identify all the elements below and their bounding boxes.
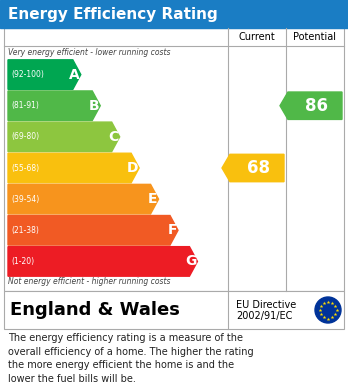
Polygon shape <box>8 215 178 245</box>
Text: (39-54): (39-54) <box>11 195 39 204</box>
Text: Energy Efficiency Rating: Energy Efficiency Rating <box>8 7 218 22</box>
Text: C: C <box>109 130 119 144</box>
Text: A: A <box>69 68 80 82</box>
Polygon shape <box>8 60 81 89</box>
Text: EU Directive: EU Directive <box>236 300 296 310</box>
Text: B: B <box>89 99 99 113</box>
Bar <box>0 0 348 28</box>
Text: 68: 68 <box>247 159 270 177</box>
Circle shape <box>315 297 341 323</box>
Text: (81-91): (81-91) <box>11 101 39 110</box>
Polygon shape <box>8 153 139 183</box>
Bar <box>4 28 344 291</box>
Text: England & Wales: England & Wales <box>10 301 180 319</box>
Text: (92-100): (92-100) <box>11 70 44 79</box>
Text: Potential: Potential <box>293 32 337 42</box>
Polygon shape <box>222 154 284 182</box>
Text: Very energy efficient - lower running costs: Very energy efficient - lower running co… <box>8 48 171 57</box>
Polygon shape <box>8 247 197 276</box>
Polygon shape <box>8 185 159 214</box>
Text: F: F <box>167 223 177 237</box>
Polygon shape <box>8 91 100 120</box>
Polygon shape <box>8 122 120 152</box>
Text: E: E <box>148 192 158 206</box>
Text: Not energy efficient - higher running costs: Not energy efficient - higher running co… <box>8 277 171 286</box>
Text: 2002/91/EC: 2002/91/EC <box>236 311 292 321</box>
Text: G: G <box>185 255 196 269</box>
Text: (21-38): (21-38) <box>11 226 39 235</box>
Polygon shape <box>280 92 342 119</box>
Text: (55-68): (55-68) <box>11 163 39 172</box>
Text: Current: Current <box>239 32 275 42</box>
Text: D: D <box>127 161 138 175</box>
Bar <box>4 291 344 329</box>
Text: The energy efficiency rating is a measure of the
overall efficiency of a home. T: The energy efficiency rating is a measur… <box>8 333 254 384</box>
Text: (69-80): (69-80) <box>11 133 39 142</box>
Text: 86: 86 <box>306 97 329 115</box>
Text: (1-20): (1-20) <box>11 257 34 266</box>
